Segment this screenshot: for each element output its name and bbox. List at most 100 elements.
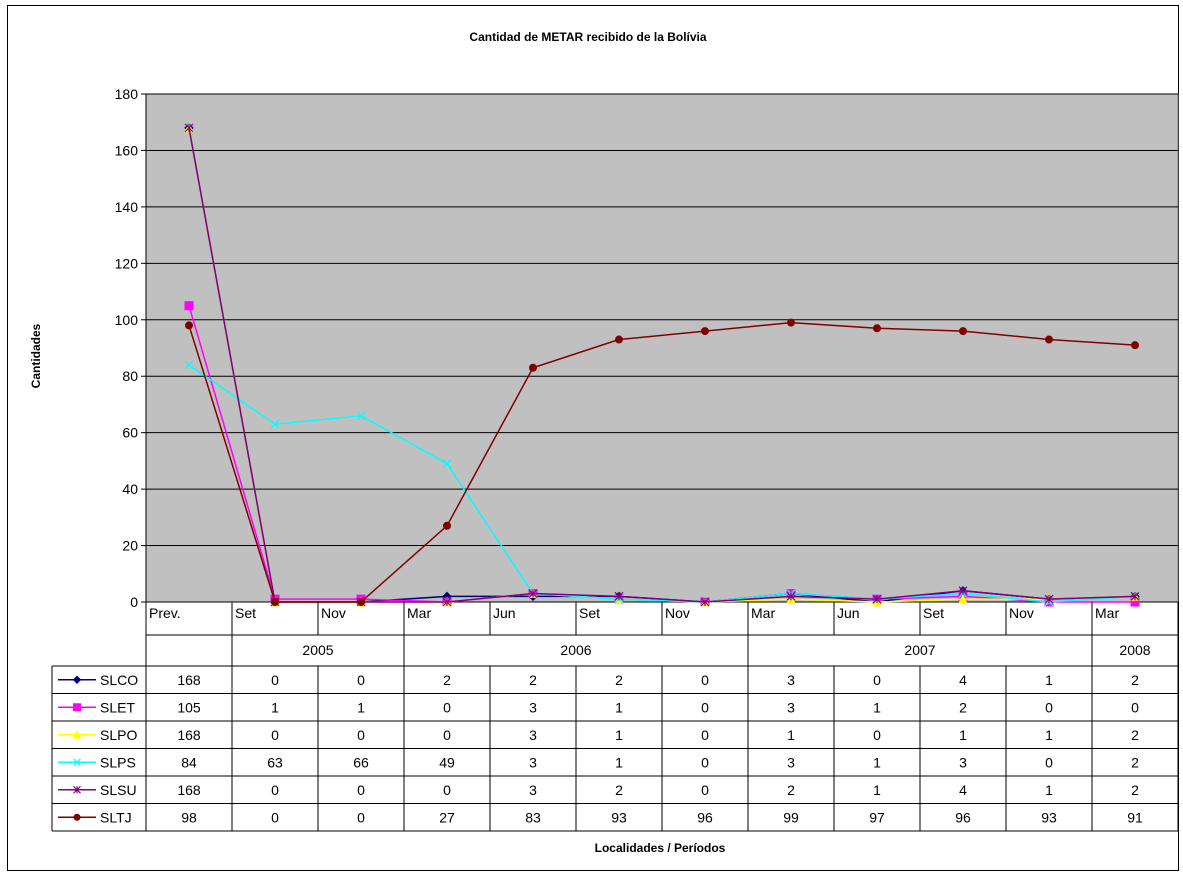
data-point-sltj bbox=[701, 327, 709, 336]
data-point-slsu bbox=[528, 589, 538, 598]
x-category-label: Set bbox=[923, 605, 944, 621]
table-cell-value: 0 bbox=[1045, 754, 1053, 770]
data-point-slps-stroke bbox=[270, 419, 280, 429]
y-tick-label: 0 bbox=[130, 594, 138, 610]
table-cell-value: 91 bbox=[1127, 809, 1143, 825]
table-cell-value: 0 bbox=[443, 782, 451, 798]
series-line-sltj bbox=[188, 321, 1136, 603]
table-cell-value: 0 bbox=[701, 699, 709, 715]
table-cell-value: 0 bbox=[443, 727, 451, 743]
table-cell-value: 168 bbox=[177, 782, 201, 798]
table-cell-value: 49 bbox=[439, 754, 455, 770]
data-point-slsu bbox=[1044, 594, 1054, 604]
table-cell-value: 1 bbox=[959, 727, 967, 743]
table-cell-value: 3 bbox=[959, 754, 967, 770]
table-cell-value: 1 bbox=[271, 699, 279, 715]
table-cell-value: 66 bbox=[353, 754, 369, 770]
table-cell-value: 1 bbox=[357, 699, 365, 715]
table-cell-value: 0 bbox=[701, 754, 709, 770]
table-cell-value: 0 bbox=[271, 809, 279, 825]
table-cell-value: 3 bbox=[787, 672, 795, 688]
legend-key-marker-slsu bbox=[73, 785, 81, 794]
data-point-sltj bbox=[873, 324, 881, 333]
table-cell-value: 83 bbox=[525, 809, 541, 825]
legend-key-marker-sltj bbox=[73, 813, 81, 821]
data-point-slsu bbox=[786, 591, 796, 601]
table-cell-value: 0 bbox=[701, 782, 709, 798]
y-tick-label: 40 bbox=[122, 481, 138, 497]
data-point-slpo bbox=[958, 594, 968, 604]
table-cell-value: 3 bbox=[787, 754, 795, 770]
table-cell-value: 1 bbox=[615, 699, 623, 715]
data-point-sltj bbox=[443, 521, 451, 530]
chart-svg: Cantidad de METAR recibido de la Bolívia… bbox=[29, 30, 1179, 855]
table-cell-value: 1 bbox=[873, 754, 881, 770]
table-cell-value: 1 bbox=[1045, 782, 1053, 798]
data-point-slps-stroke bbox=[442, 459, 452, 469]
year-group-label: 2008 bbox=[1119, 642, 1150, 658]
data-point-slsu bbox=[872, 594, 882, 604]
table-cell-value: 2 bbox=[959, 699, 967, 715]
data-point-slps-stroke bbox=[356, 411, 366, 421]
data-point-sltj bbox=[271, 598, 279, 606]
legend-series-name: SLTJ bbox=[100, 809, 132, 825]
y-axis-title: Cantidades bbox=[29, 323, 43, 388]
data-point-slsu bbox=[614, 591, 624, 601]
x-category-label: Nov bbox=[665, 605, 690, 621]
y-tick-label: 100 bbox=[115, 312, 139, 328]
table-cell-value: 1 bbox=[615, 754, 623, 770]
table-cell-value: 0 bbox=[873, 672, 881, 688]
series-line-slps bbox=[188, 364, 1136, 603]
data-point-sltj bbox=[1045, 335, 1053, 344]
data-point-slps bbox=[270, 419, 280, 429]
year-group-label: 2006 bbox=[560, 642, 591, 658]
data-point-slsu bbox=[184, 123, 194, 133]
x-category-label: Nov bbox=[1009, 605, 1034, 621]
table-cell-value: 0 bbox=[873, 727, 881, 743]
legend-series-name: SLSU bbox=[100, 782, 137, 798]
table-cell-value: 97 bbox=[869, 809, 885, 825]
y-tick-label: 60 bbox=[122, 425, 138, 441]
table-cell-value: 3 bbox=[787, 699, 795, 715]
x-category-label: Mar bbox=[751, 605, 775, 621]
data-point-slet bbox=[184, 301, 194, 311]
chart-frame: Cantidad de METAR recibido de la Bolívia… bbox=[7, 5, 1179, 871]
data-point-slps bbox=[442, 459, 452, 469]
table-cell-value: 98 bbox=[181, 809, 197, 825]
x-category-label: Mar bbox=[407, 605, 431, 621]
data-point-sltj bbox=[185, 321, 193, 330]
y-tick-label: 20 bbox=[122, 538, 138, 554]
year-group-label: 2007 bbox=[904, 642, 935, 658]
x-category-label: Set bbox=[579, 605, 600, 621]
table-cell-value: 105 bbox=[177, 699, 201, 715]
table-cell-value: 0 bbox=[701, 672, 709, 688]
table-cell-value: 1 bbox=[873, 699, 881, 715]
table-cell-value: 1 bbox=[787, 727, 795, 743]
data-point-slsu bbox=[700, 597, 710, 607]
table-cell-value: 0 bbox=[271, 727, 279, 743]
table-cell-value: 96 bbox=[955, 809, 971, 825]
y-tick-label: 160 bbox=[115, 142, 139, 158]
table-cell-value: 3 bbox=[529, 727, 537, 743]
data-point-slsu bbox=[958, 586, 968, 596]
table-cell-value: 1 bbox=[873, 782, 881, 798]
legend-key-marker-slps-stroke bbox=[73, 758, 81, 767]
table-cell-value: 4 bbox=[959, 672, 967, 688]
y-tick-label: 80 bbox=[122, 368, 138, 384]
legend-key-marker-slps bbox=[73, 758, 81, 767]
legend-key-marker-slet bbox=[73, 703, 81, 712]
y-tick-label: 180 bbox=[115, 86, 139, 102]
table-cell-value: 0 bbox=[443, 699, 451, 715]
table-cell-value: 0 bbox=[271, 672, 279, 688]
y-tick-label: 120 bbox=[115, 255, 139, 271]
table-cell-value: 0 bbox=[1131, 699, 1139, 715]
table-cell-value: 3 bbox=[529, 782, 537, 798]
legend-series-name: SLCO bbox=[100, 672, 138, 688]
table-cell-value: 168 bbox=[177, 672, 201, 688]
table-cell-value: 1 bbox=[1045, 727, 1053, 743]
y-tick-label: 140 bbox=[115, 199, 139, 215]
table-cell-value: 2 bbox=[1131, 727, 1139, 743]
table-cell-value: 3 bbox=[529, 699, 537, 715]
table-cell-value: 93 bbox=[1041, 809, 1057, 825]
plot-background bbox=[145, 93, 1179, 603]
